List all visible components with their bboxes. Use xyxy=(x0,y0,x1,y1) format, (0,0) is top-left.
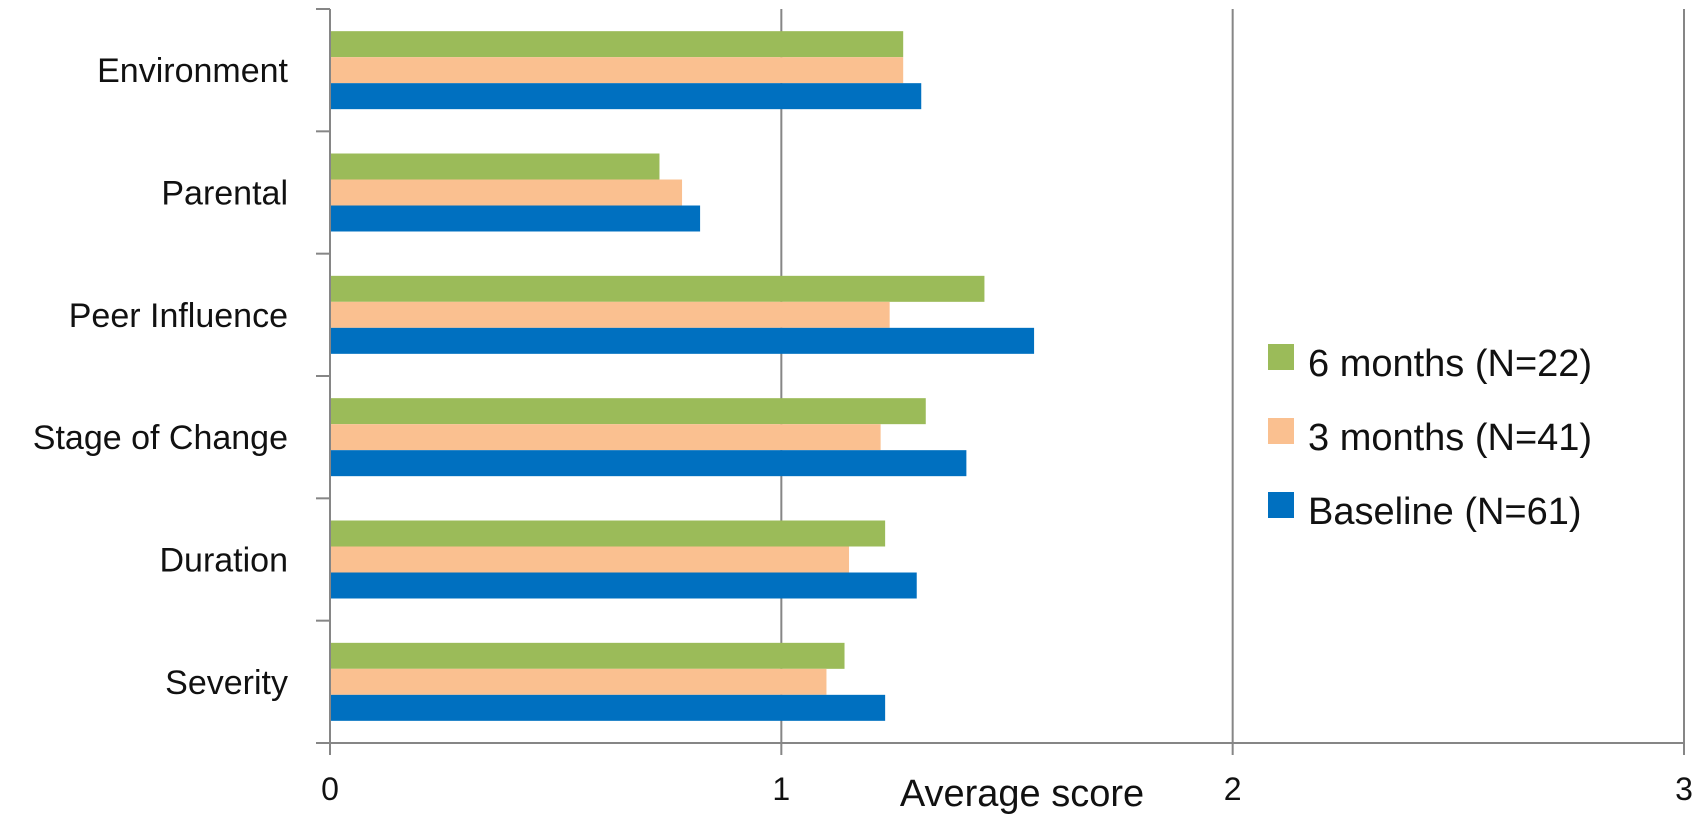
bar xyxy=(330,520,886,547)
bar xyxy=(330,275,985,302)
legend-label: Baseline (N=61) xyxy=(1308,491,1582,533)
x-tick-labels: 0 1 2 3 xyxy=(321,771,1693,807)
bar xyxy=(330,694,886,721)
legend-label: 6 months (N=22) xyxy=(1308,343,1592,385)
x-tick-label: 2 xyxy=(1224,771,1242,807)
grid-lines xyxy=(316,8,1685,755)
bar xyxy=(330,179,683,206)
legend-swatch xyxy=(1268,344,1294,370)
bar xyxy=(330,642,845,669)
x-tick-label: 3 xyxy=(1675,771,1693,807)
bar xyxy=(330,205,701,232)
bar xyxy=(330,668,827,695)
category-label: Environment xyxy=(97,52,288,90)
bar xyxy=(330,572,917,599)
category-labels: Environment Parental Peer Influence Stage o… xyxy=(33,52,289,702)
bar xyxy=(330,83,922,110)
bar xyxy=(330,546,850,573)
bar-group xyxy=(330,31,1035,721)
bar xyxy=(330,153,660,180)
category-label: Severity xyxy=(165,664,288,702)
bar xyxy=(330,301,890,328)
legend: 6 months (N=22) 3 months (N=41) Baseline (… xyxy=(1268,343,1592,533)
x-axis-title: Average score xyxy=(900,773,1144,815)
legend-swatch xyxy=(1268,492,1294,518)
category-label: Peer Influence xyxy=(69,297,288,335)
axes xyxy=(329,9,1684,744)
bar xyxy=(330,31,904,58)
x-tick-label: 0 xyxy=(321,771,339,807)
legend-label: 3 months (N=41) xyxy=(1308,417,1592,459)
category-label: Parental xyxy=(161,175,288,213)
bar xyxy=(330,450,967,477)
legend-swatch xyxy=(1268,418,1294,444)
bar xyxy=(330,327,1035,354)
bar xyxy=(330,424,881,451)
x-tick-label: 1 xyxy=(772,771,790,807)
category-label: Stage of Change xyxy=(33,419,288,457)
bar xyxy=(330,57,904,84)
bar xyxy=(330,398,926,425)
category-label: Duration xyxy=(159,542,288,580)
